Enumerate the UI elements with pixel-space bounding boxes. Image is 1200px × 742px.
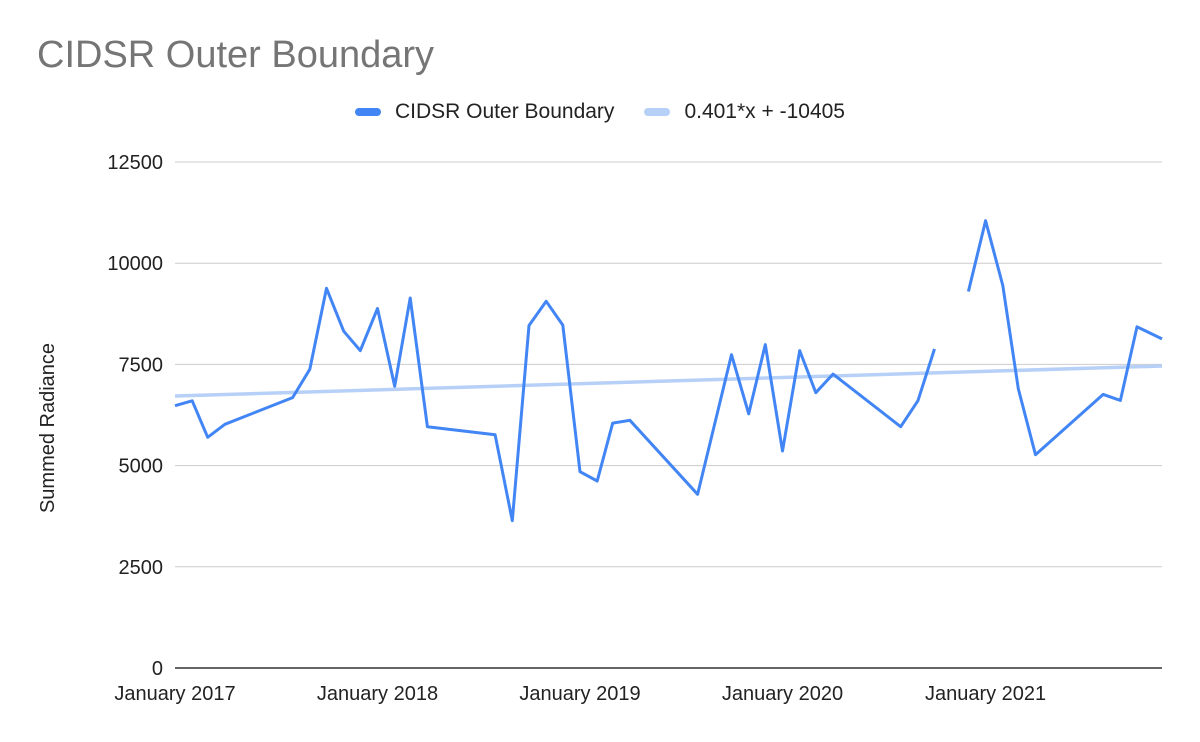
y-tick-label: 2500 bbox=[119, 557, 164, 579]
x-tick-label: January 2019 bbox=[519, 683, 640, 705]
legend-label-series: CIDSR Outer Boundary bbox=[395, 100, 615, 123]
legend-swatch-trendline bbox=[644, 108, 671, 116]
y-tick-label: 0 bbox=[152, 658, 163, 680]
gridlines bbox=[175, 161, 1162, 669]
y-tick-label: 5000 bbox=[119, 456, 164, 478]
legend-item-trendline[interactable]: 0.401*x + -10405 bbox=[644, 100, 845, 124]
legend-item-series[interactable]: CIDSR Outer Boundary bbox=[355, 100, 614, 124]
legend-label-trendline: 0.401*x + -10405 bbox=[684, 100, 845, 123]
y-tick-labels: 0 2500 5000 7500 10000 12500 bbox=[107, 152, 163, 680]
legend: CIDSR Outer Boundary 0.401*x + -10405 bbox=[0, 100, 1200, 124]
series-lines bbox=[174, 219, 1163, 523]
x-tick-label: January 2018 bbox=[317, 683, 438, 705]
x-tick-label: January 2017 bbox=[114, 683, 235, 705]
chart-title: CIDSR Outer Boundary bbox=[37, 34, 435, 76]
legend-swatch-series bbox=[355, 108, 381, 116]
x-tick-labels: January 2017 January 2018 January 2019 Janu… bbox=[114, 683, 1046, 705]
y-tick-label: 12500 bbox=[107, 152, 163, 174]
x-tick-label: January 2020 bbox=[722, 683, 843, 705]
x-tick-label: January 2021 bbox=[925, 683, 1046, 705]
y-tick-label: 10000 bbox=[107, 253, 163, 275]
series-line-cidsr-outer-boundary bbox=[174, 219, 1163, 523]
y-axis-label: Summed Radiance bbox=[37, 343, 59, 513]
trendline bbox=[174, 364, 1163, 398]
y-tick-label: 7500 bbox=[119, 354, 164, 376]
